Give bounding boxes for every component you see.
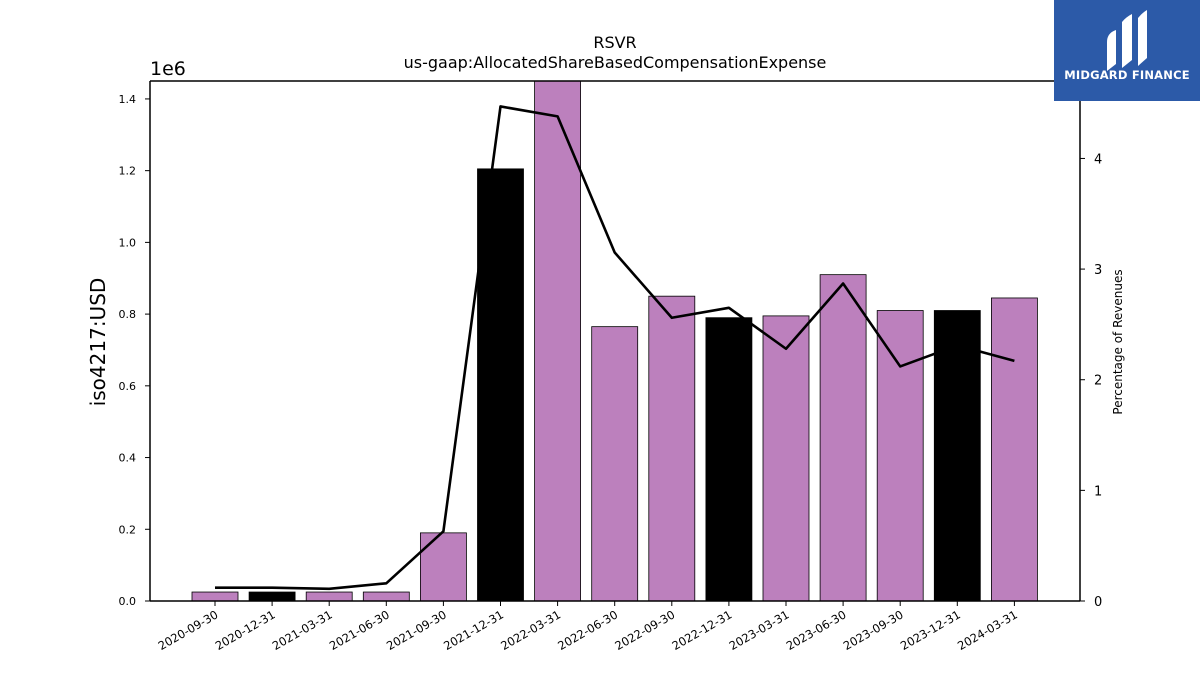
bar-2020-09-30 bbox=[191, 591, 239, 602]
x-tick-label: 2024-03-31 bbox=[955, 607, 1020, 653]
y-tick-label: 1.0 bbox=[119, 236, 137, 249]
x-tick-label: 2021-03-31 bbox=[270, 607, 335, 653]
y2-tick-label: 3 bbox=[1094, 263, 1102, 278]
x-tick-label: 2021-12-31 bbox=[441, 607, 506, 653]
bar-2021-06-30 bbox=[362, 591, 410, 602]
x-tick-label: 2023-03-31 bbox=[727, 607, 792, 653]
x-tick-label: 2022-03-31 bbox=[498, 607, 563, 653]
bar-2024-03-31 bbox=[991, 297, 1038, 602]
percentage-line bbox=[215, 105, 1015, 591]
midgard-finance-logo: MIDGARD FINANCE bbox=[1054, 0, 1200, 101]
x-tick-label: 2022-06-30 bbox=[555, 607, 620, 653]
bar-2022-06-30 bbox=[591, 326, 639, 602]
logo-mark-icon bbox=[1107, 10, 1147, 71]
x-tick-label: 2022-12-31 bbox=[670, 607, 735, 653]
y2-tick-label: 1 bbox=[1094, 484, 1102, 499]
bar-2023-06-30 bbox=[819, 274, 867, 602]
y-tick-label: 0.0 bbox=[119, 595, 137, 608]
logo-text: MIDGARD FINANCE bbox=[1064, 68, 1190, 82]
chart-title: RSVR bbox=[593, 33, 636, 52]
y2-tick-label: 2 bbox=[1094, 374, 1102, 389]
x-tick-label: 2023-09-30 bbox=[841, 607, 906, 653]
x-tick-label: 2023-12-31 bbox=[898, 607, 963, 653]
bar-2020-12-31 bbox=[248, 591, 296, 602]
y-tick-label: 1.4 bbox=[119, 93, 137, 106]
bar-2022-12-31 bbox=[705, 317, 753, 602]
x-tick-label: 2022-09-30 bbox=[612, 607, 677, 653]
bar-2023-12-31 bbox=[933, 310, 981, 602]
bar-2023-09-30 bbox=[876, 310, 924, 602]
bar-group bbox=[191, 80, 1038, 602]
y-tick-label: 0.6 bbox=[119, 380, 137, 393]
y2-tick-label: 4 bbox=[1094, 152, 1102, 167]
y2-tick-label: 0 bbox=[1094, 595, 1102, 610]
bar-2022-03-31 bbox=[534, 80, 581, 602]
x-tick-label: 2023-06-30 bbox=[784, 607, 849, 653]
y-tick-label: 0.2 bbox=[119, 523, 137, 536]
bar-2022-09-30 bbox=[648, 295, 696, 602]
x-tick-label: 2021-06-30 bbox=[327, 607, 392, 653]
x-tick-label: 2021-09-30 bbox=[384, 607, 449, 653]
x-tick-label: 2020-12-31 bbox=[213, 607, 278, 653]
y-tick-label: 0.4 bbox=[119, 452, 137, 465]
y2-axis-label: Percentage of Revenues bbox=[1111, 269, 1125, 414]
bar-2021-03-31 bbox=[305, 591, 353, 602]
bar-2021-09-30 bbox=[419, 532, 467, 602]
y-tick-label: 1.2 bbox=[119, 165, 137, 178]
bar-2021-12-31 bbox=[477, 168, 524, 602]
y-axis-offset-label: 1e6 bbox=[150, 58, 186, 80]
chart-subtitle: us-gaap:AllocatedShareBasedCompensationE… bbox=[404, 53, 827, 72]
line-group bbox=[215, 105, 1015, 591]
x-tick-label: 2020-09-30 bbox=[156, 607, 221, 653]
y-axis-label: iso4217:USD bbox=[86, 278, 110, 407]
y-tick-label: 0.8 bbox=[119, 308, 137, 321]
bar-2023-03-31 bbox=[762, 315, 810, 602]
